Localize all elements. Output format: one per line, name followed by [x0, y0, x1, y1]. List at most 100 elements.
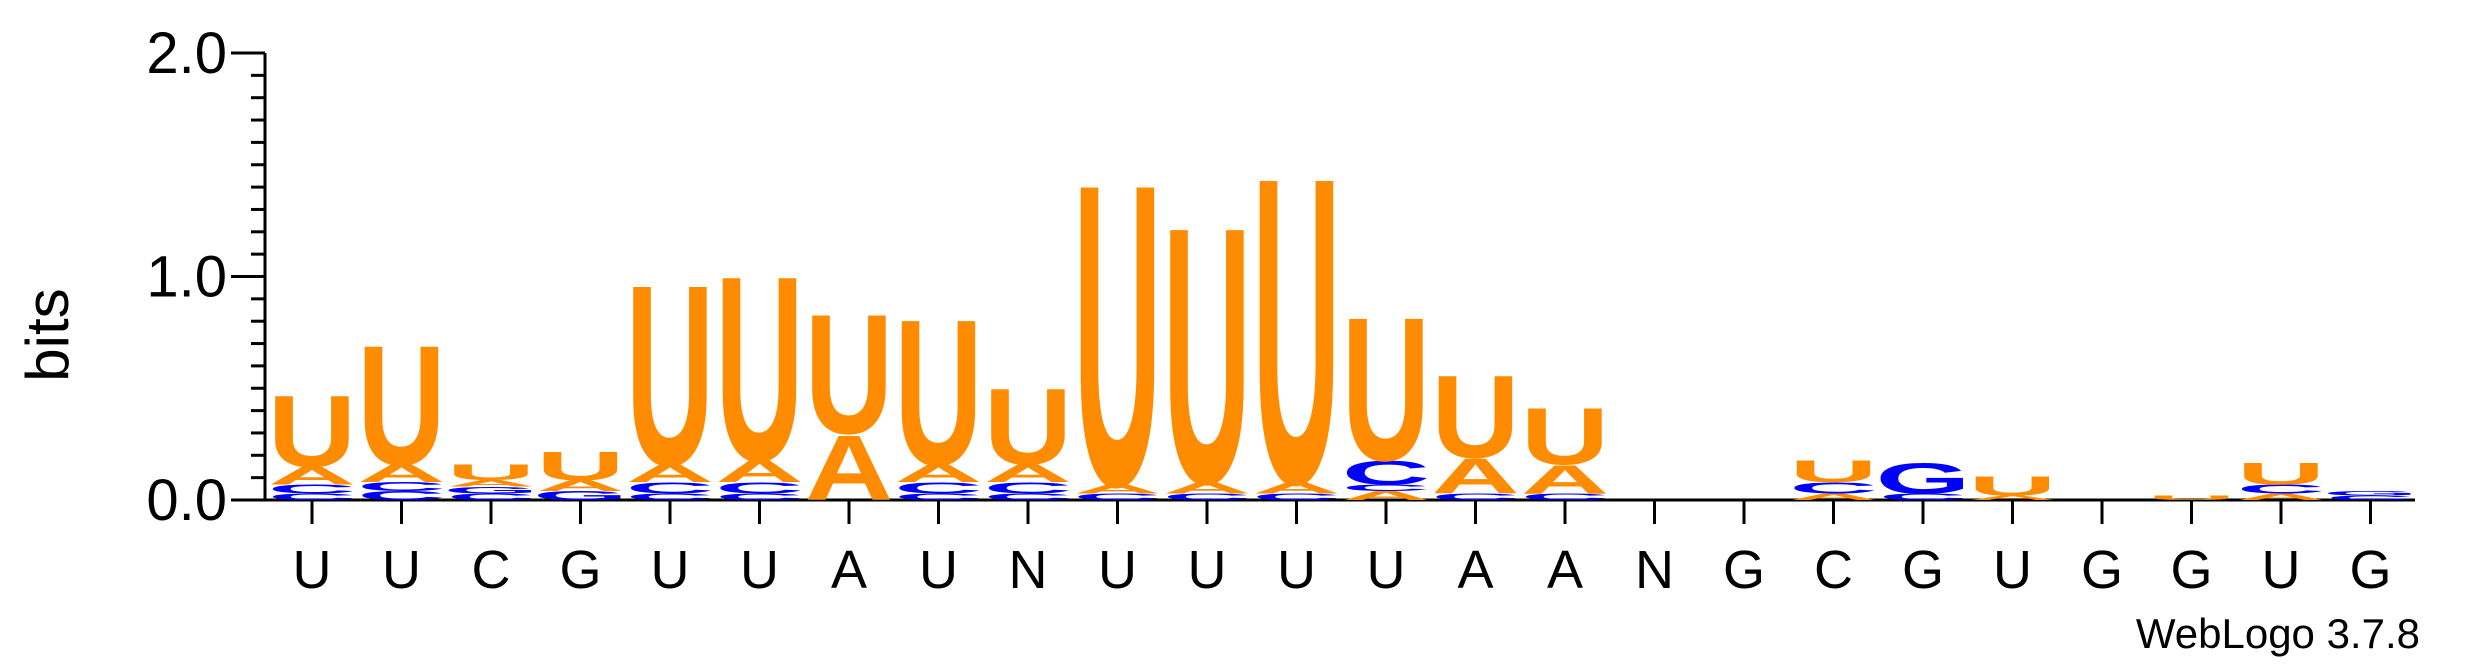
x-tick-label: C [472, 540, 511, 600]
x-tick-label: A [1457, 540, 1493, 600]
x-tick-label: N [1635, 540, 1674, 600]
x-tick-label: C [1814, 540, 1853, 600]
logo-glyph-u: U [894, 278, 982, 510]
logo-glyph-c: C [2326, 494, 2414, 501]
svg-text:A: A [894, 460, 982, 488]
logo-glyph-u: U [1163, 151, 1251, 560]
svg-text:C: C [447, 492, 535, 502]
x-tick-label: U [1993, 540, 2032, 600]
logo-glyph-a: A [1521, 457, 1609, 502]
svg-text:U: U [2237, 456, 2325, 491]
svg-text:A: A [1073, 482, 1161, 496]
logo-glyph-g: G [443, 485, 538, 495]
logo-glyph-c: C [2237, 482, 2325, 496]
svg-text:U: U [984, 366, 1072, 488]
svg-text:A: A [805, 417, 893, 521]
svg-text:C: C [357, 480, 445, 494]
logo-glyph-u: U [357, 311, 445, 501]
svg-text:C: C [1073, 492, 1161, 502]
logo-glyph-c: C [1252, 492, 1340, 502]
svg-text:C: C [1342, 454, 1430, 492]
logo-glyph-a: A [1789, 492, 1877, 502]
svg-text:C: C [1521, 492, 1609, 502]
svg-text:G: G [533, 489, 628, 503]
logo-glyph-g: G [2323, 490, 2418, 497]
logo-glyph-a: A [1073, 482, 1161, 496]
svg-text:A: A [268, 462, 356, 490]
logo-glyph-a: A [2237, 492, 2325, 502]
logo-glyph-c: C [268, 492, 356, 502]
logo-glyph-a: A [447, 478, 535, 488]
logo-glyph-c: C [1879, 492, 1967, 502]
svg-text:U: U [1342, 274, 1430, 504]
logo-glyph-c: C [1431, 492, 1519, 502]
logo-glyph-u: U [2147, 494, 2235, 501]
x-tick-label: U [1367, 540, 1406, 600]
logo-glyph-u: U [1789, 454, 1877, 489]
logo-glyph-c: C [447, 492, 535, 502]
logo-glyph-c: C [715, 492, 803, 502]
svg-text:G: G [443, 485, 538, 495]
svg-text:A: A [1163, 479, 1251, 496]
logo-glyph-c: C [715, 479, 803, 496]
svg-text:U: U [1521, 391, 1609, 481]
logo-glyph-u: U [1073, 95, 1161, 577]
logo-glyph-a: A [1431, 449, 1519, 504]
svg-text:C: C [357, 489, 445, 503]
logo-glyph-a: A [268, 462, 356, 490]
x-tick-label: N [1009, 540, 1048, 600]
x-tick-label: U [919, 540, 958, 600]
svg-text:C: C [894, 479, 982, 496]
logo-glyph-c: C [1163, 492, 1251, 502]
logo-glyph-c: C [1342, 454, 1430, 492]
logo-glyph-a: A [1968, 494, 2056, 501]
svg-text:U: U [1789, 454, 1877, 489]
logo-glyph-a: A [894, 460, 982, 488]
x-tick-label: U [2262, 540, 2301, 600]
x-tick-label: U [651, 540, 690, 600]
logo-glyph-a: A [626, 460, 714, 488]
logo-glyph-c: C [1521, 492, 1609, 502]
svg-text:C: C [2326, 494, 2414, 501]
logo-glyph-g: G [533, 489, 628, 503]
svg-text:A: A [1342, 489, 1430, 503]
y-tick-label: 0.0 [146, 468, 227, 533]
logo-glyph-c: C [357, 489, 445, 503]
svg-text:C: C [715, 492, 803, 502]
logo-glyph-c: C [268, 482, 356, 496]
logo-glyph-u: U [626, 230, 714, 519]
x-tick-label: G [2349, 540, 2391, 600]
weblogo-version-label: WebLogo 3.7.8 [2136, 610, 2420, 657]
svg-text:C: C [715, 479, 803, 496]
x-tick-label: A [831, 540, 867, 600]
logo-glyph-c: C [1073, 492, 1161, 502]
x-tick-label: U [1277, 540, 1316, 600]
svg-text:C: C [1342, 483, 1430, 493]
x-tick-label: A [1547, 540, 1583, 600]
svg-text:U: U [1163, 151, 1251, 560]
svg-text:U: U [1431, 351, 1519, 483]
svg-text:U: U [805, 280, 893, 470]
svg-text:A: A [2237, 492, 2325, 502]
logo-glyph-u: U [1521, 391, 1609, 481]
svg-text:A: A [984, 460, 1072, 488]
svg-text:A: A [1968, 494, 2056, 501]
svg-text:A: A [715, 454, 803, 489]
logo-glyph-c: C [984, 492, 1072, 502]
svg-text:U: U [894, 278, 982, 510]
x-tick-label: G [559, 540, 601, 600]
svg-text:G: G [2323, 490, 2418, 497]
svg-text:G: G [1875, 454, 1970, 502]
svg-text:C: C [268, 482, 356, 496]
logo-glyph-a: A [984, 460, 1072, 488]
svg-text:C: C [2237, 482, 2325, 496]
svg-text:C: C [894, 492, 982, 502]
svg-text:U: U [715, 221, 803, 516]
x-tick-label: G [1723, 540, 1765, 600]
logo-glyph-c: C [626, 492, 714, 502]
svg-text:C: C [626, 492, 714, 502]
svg-text:C: C [268, 492, 356, 502]
svg-text:C: C [626, 479, 714, 496]
